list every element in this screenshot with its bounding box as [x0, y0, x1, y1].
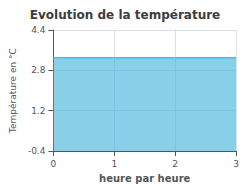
- svg-text:2.8: 2.8: [31, 65, 46, 75]
- svg-text:-0.4: -0.4: [28, 146, 46, 156]
- svg-text:2: 2: [172, 159, 178, 169]
- svg-text:1: 1: [111, 159, 117, 169]
- svg-text:4.4: 4.4: [31, 25, 46, 35]
- svg-text:0: 0: [51, 159, 57, 169]
- svg-text:Evolution de la température: Evolution de la température: [30, 8, 221, 22]
- svg-text:3: 3: [233, 159, 239, 169]
- svg-text:Température en °C: Température en °C: [8, 48, 18, 134]
- svg-text:heure par heure: heure par heure: [99, 173, 190, 184]
- svg-text:1.2: 1.2: [31, 106, 45, 116]
